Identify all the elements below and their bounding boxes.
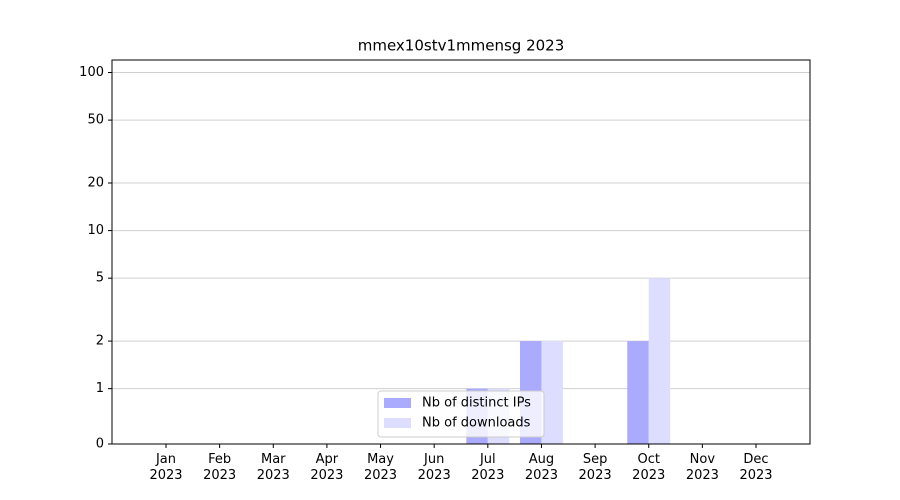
x-tick-label: Jun 2023 <box>417 452 451 483</box>
y-tick-label: 5 <box>96 271 104 286</box>
legend-frame <box>377 390 545 438</box>
y-tick-label: 0 <box>96 437 104 452</box>
y-tick-label: 50 <box>87 113 104 128</box>
y-tick-label: 2 <box>96 334 104 349</box>
x-tick-label: Aug 2023 <box>524 452 558 483</box>
x-tick-label: Dec 2023 <box>739 452 773 483</box>
legend-label: Nb of distinct IPs <box>422 396 531 411</box>
x-tick-label: Feb 2023 <box>203 452 237 483</box>
bar <box>627 341 649 444</box>
x-tick-label: Apr 2023 <box>310 452 344 483</box>
x-tick-label: Nov 2023 <box>685 452 719 483</box>
chart-title: mmex10stv1mmensg 2023 <box>358 37 565 55</box>
plot-frame <box>111 59 811 445</box>
legend-swatch <box>384 398 411 408</box>
x-tick-label: Jan 2023 <box>149 452 183 483</box>
y-tick-label: 1 <box>96 381 104 396</box>
legend-swatch <box>384 418 411 428</box>
y-tick-label: 100 <box>79 65 104 80</box>
legend-label: Nb of downloads <box>422 416 531 431</box>
x-tick-label: Sep 2023 <box>578 452 612 483</box>
x-tick-label: Mar 2023 <box>256 452 290 483</box>
x-tick-label: Oct 2023 <box>632 452 666 483</box>
bar <box>541 341 563 444</box>
y-tick-label: 20 <box>87 176 104 191</box>
legend: Nb of distinct IPs Nb of downloads <box>377 390 545 438</box>
y-tick-label: 10 <box>87 223 104 238</box>
bar <box>648 278 671 444</box>
x-tick-label: Jul 2023 <box>471 452 505 483</box>
x-tick-label: May 2023 <box>363 452 398 483</box>
